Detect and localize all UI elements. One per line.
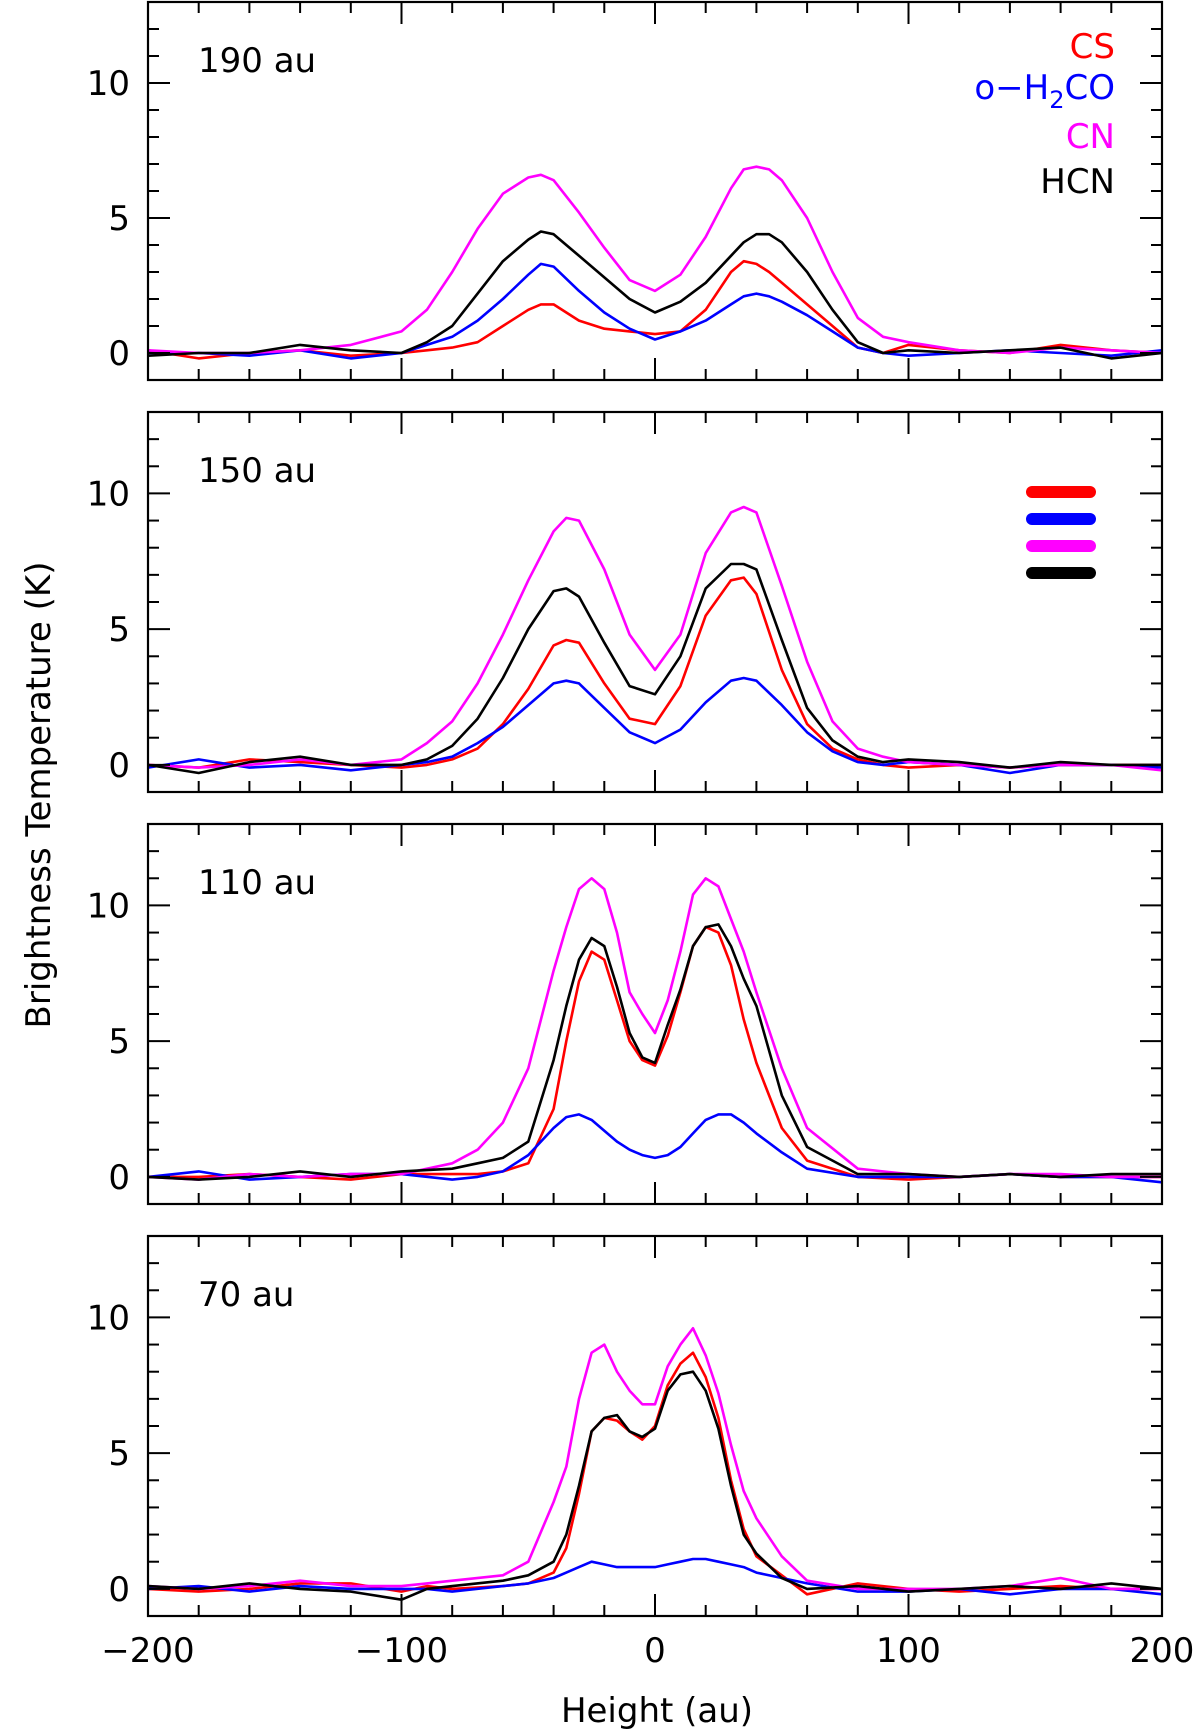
panel-title: 110 au <box>198 863 316 903</box>
series-line-cs <box>147 576 1162 769</box>
y-tick-label: 5 <box>108 1434 130 1474</box>
panel-title: 150 au <box>198 451 316 491</box>
x-tick-label: 100 <box>876 1631 941 1671</box>
series-line-hcn <box>147 562 1162 775</box>
panel-0: 0 5 10 190 au <box>87 0 1164 382</box>
y-tick-label: 5 <box>108 610 130 650</box>
legend: CS o−H2CO CN HCN <box>974 27 1115 202</box>
panel-title: 190 au <box>198 41 316 81</box>
legend-hcn-label: HCN <box>1040 162 1115 202</box>
y-tick-label: 5 <box>108 199 130 239</box>
legend-h2co-prefix: o−H <box>974 68 1049 108</box>
series-line-cs <box>147 259 1163 360</box>
y-tick-label: 0 <box>108 1570 130 1610</box>
x-tick-label: −200 <box>101 1631 194 1671</box>
x-tick-label: 0 <box>644 1631 666 1671</box>
panels: 0 5 10 190 au 0 5 10 150 au 0 5 10 110 au 0 5 10 70 au −… <box>87 0 1195 1671</box>
y-tick-label: 5 <box>108 1022 130 1062</box>
series-line-o-h2co <box>147 1113 1163 1184</box>
legend-cn-label: CN <box>1066 117 1115 157</box>
y-tick-label: 0 <box>108 746 130 786</box>
y-tick-label: 0 <box>108 1158 130 1198</box>
legend-cs-label: CS <box>1070 27 1115 67</box>
y-tick-label: 10 <box>87 886 130 926</box>
series-line-cn <box>147 877 1162 1181</box>
series-line-cs <box>148 925 1162 1181</box>
series-line-o-h2co <box>147 1557 1163 1596</box>
y-tick-label: 10 <box>87 64 130 104</box>
legend-h2co-subscript: 2 <box>1049 86 1064 114</box>
panel-3: 0 5 10 70 au −200 −100 0 100 200 <box>87 1234 1195 1671</box>
y-tick-label: 0 <box>108 334 130 374</box>
legend-h2co-label: o−H2CO <box>974 68 1115 114</box>
series-line-cn <box>147 1327 1162 1591</box>
panel-title: 70 au <box>198 1275 294 1315</box>
series-line-cn <box>147 505 1163 772</box>
panel-2: 0 5 10 110 au <box>87 822 1164 1206</box>
y-tick-label: 10 <box>87 474 130 514</box>
y-tick-label: 10 <box>87 1298 130 1338</box>
x-tick-label: −100 <box>355 1631 448 1671</box>
series-line-cs <box>147 1351 1162 1596</box>
panel-1: 0 5 10 150 au <box>87 410 1164 794</box>
legend-h2co-suffix: CO <box>1064 68 1115 108</box>
x-axis-label: Height (au) <box>561 1691 753 1730</box>
series-line-cn <box>147 165 1163 355</box>
y-axis-label: Brightness Temperature (K) <box>19 562 59 1029</box>
series-line-hcn <box>147 230 1163 360</box>
series-line-hcn <box>147 923 1162 1181</box>
series-line-hcn <box>147 1370 1163 1601</box>
x-tick-label: 200 <box>1130 1631 1195 1671</box>
